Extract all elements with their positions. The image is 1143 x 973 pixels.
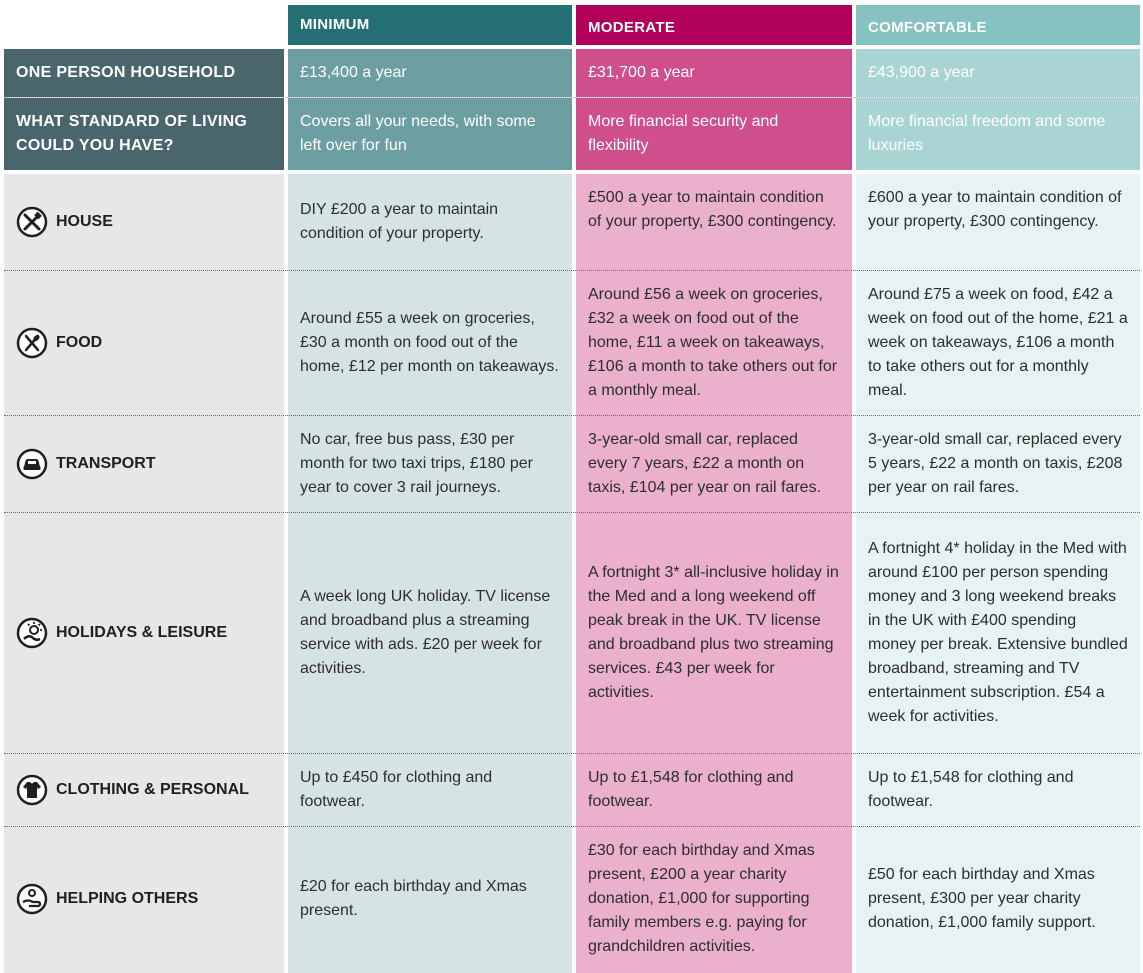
clothing-minimum-text: Up to £450 for clothing and footwear. <box>300 769 493 810</box>
holidays-minimum-text: A week long UK holiday. TV license and b… <box>300 588 551 677</box>
column-header-comfortable-label: COMFORTABLE <box>868 19 987 36</box>
row-label-clothing: CLOTHING & PERSONAL <box>4 754 284 826</box>
standard-minimum-text: Covers all your needs, with some left ov… <box>300 113 536 154</box>
transport-moderate: 3-year-old small car, replaced every 7 y… <box>576 416 852 512</box>
row-label-holidays: HOLIDAYS & LEISURE <box>4 513 284 753</box>
food-moderate-text: Around £56 a week on groceries, £32 a we… <box>588 286 838 399</box>
row-label-text: TRANSPORT <box>56 455 156 472</box>
clothing-moderate: Up to £1,548 for clothing and footwear. <box>576 754 852 826</box>
transport-comfortable: 3-year-old small car, replaced every 5 y… <box>856 416 1140 512</box>
household-comfortable: £43,900 a year <box>856 49 1140 97</box>
house-minimum-text: DIY £200 a year to maintain condition of… <box>300 201 499 242</box>
clothing-comfortable: Up to £1,548 for clothing and footwear. <box>856 754 1140 826</box>
standard-label: WHAT STANDARD OF LIVING COULD YOU HAVE? <box>4 98 284 170</box>
helping-comfortable: £50 for each birthday and Xmas present, … <box>856 827 1140 971</box>
moderate-column-body <box>576 174 852 973</box>
household-label: ONE PERSON HOUSEHOLD <box>4 49 284 97</box>
house-minimum: DIY £200 a year to maintain condition of… <box>288 174 572 270</box>
label-column-body <box>4 174 284 973</box>
transport-minimum: No car, free bus pass, £30 per month for… <box>288 416 572 512</box>
food-minimum: Around £55 a week on groceries, £30 a mo… <box>288 271 572 415</box>
row-separator <box>4 753 1140 754</box>
row-label-food: FOOD <box>4 271 284 415</box>
car-icon <box>16 448 48 480</box>
clothing-comfortable-text: Up to £1,548 for clothing and footwear. <box>868 769 1074 810</box>
holidays-moderate: A fortnight 3* all-inclusive holiday in … <box>576 513 852 753</box>
food-comfortable-text: Around £75 a week on food, £42 a week on… <box>868 286 1128 399</box>
row-label-helping: HELPING OTHERS <box>4 827 284 971</box>
column-header-minimum: MINIMUM <box>288 5 572 45</box>
shirt-icon <box>16 774 48 806</box>
row-label-text: HELPING OTHERS <box>56 890 199 907</box>
cutlery-icon <box>16 327 48 359</box>
household-comfortable-value: £43,900 a year <box>868 64 975 81</box>
household-minimum: £13,400 a year <box>288 49 572 97</box>
row-separator <box>4 415 1140 416</box>
standard-label-line2: COULD YOU HAVE? <box>16 137 174 154</box>
helping-comfortable-text: £50 for each birthday and Xmas present, … <box>868 866 1096 931</box>
row-separator <box>4 826 1140 827</box>
food-moderate: Around £56 a week on groceries, £32 a we… <box>576 271 852 415</box>
house-moderate: £500 a year to maintain condition of you… <box>576 174 852 270</box>
food-minimum-text: Around £55 a week on groceries, £30 a mo… <box>300 310 559 375</box>
standard-moderate-text: More financial security and flexibility <box>588 113 779 154</box>
row-label-text: HOLIDAYS & LEISURE <box>56 624 227 641</box>
standard-moderate: More financial security and flexibility <box>576 98 852 170</box>
row-separator <box>4 512 1140 513</box>
household-moderate-value: £31,700 a year <box>588 64 695 81</box>
standard-minimum: Covers all your needs, with some left ov… <box>288 98 572 170</box>
standard-comfortable: More financial freedom and some luxuries <box>856 98 1140 170</box>
house-moderate-text: £500 a year to maintain condition of you… <box>588 189 837 230</box>
row-label-transport: TRANSPORT <box>4 416 284 512</box>
transport-comfortable-text: 3-year-old small car, replaced every 5 y… <box>868 431 1123 496</box>
holidays-moderate-text: A fortnight 3* all-inclusive holiday in … <box>588 564 839 701</box>
row-label-text: HOUSE <box>56 213 113 230</box>
helping-minimum-text: £20 for each birthday and Xmas present. <box>300 878 527 919</box>
row-label-house: HOUSE <box>4 174 284 270</box>
clothing-moderate-text: Up to £1,548 for clothing and footwear. <box>588 769 794 810</box>
column-header-moderate: MODERATE <box>576 5 852 45</box>
helping-moderate: £30 for each birthday and Xmas present, … <box>576 827 852 971</box>
holidays-comfortable-text: A fortnight 4* holiday in the Med with a… <box>868 540 1128 725</box>
row-label-text: FOOD <box>56 334 103 351</box>
helping-minimum: £20 for each birthday and Xmas present. <box>288 827 572 971</box>
house-comfortable-text: £600 a year to maintain condition of you… <box>868 189 1122 230</box>
row-separator <box>4 97 1140 98</box>
standard-label-line1: WHAT STANDARD OF LIVING <box>16 113 248 130</box>
helping-moderate-text: £30 for each birthday and Xmas present, … <box>588 842 815 955</box>
house-comfortable: £600 a year to maintain condition of you… <box>856 174 1140 270</box>
household-moderate: £31,700 a year <box>576 49 852 97</box>
row-separator <box>4 270 1140 271</box>
column-header-moderate-label: MODERATE <box>588 19 676 36</box>
transport-minimum-text: No car, free bus pass, £30 per month for… <box>300 431 533 496</box>
food-comfortable: Around £75 a week on food, £42 a week on… <box>856 271 1140 415</box>
helping-hand-icon <box>16 883 48 915</box>
tools-icon <box>16 206 48 238</box>
household-minimum-value: £13,400 a year <box>300 64 407 81</box>
clothing-minimum: Up to £450 for clothing and footwear. <box>288 754 572 826</box>
holidays-comfortable: A fortnight 4* holiday in the Med with a… <box>856 513 1140 753</box>
transport-moderate-text: 3-year-old small car, replaced every 7 y… <box>588 431 822 496</box>
comfortable-column-body <box>856 174 1140 973</box>
column-header-minimum-label: MINIMUM <box>300 16 370 33</box>
household-label-text: ONE PERSON HOUSEHOLD <box>16 64 236 81</box>
column-header-comfortable: COMFORTABLE <box>856 5 1140 45</box>
holiday-icon <box>16 617 48 649</box>
standard-comfortable-text: More financial freedom and some luxuries <box>868 113 1106 154</box>
minimum-column-body <box>288 174 572 973</box>
holidays-minimum: A week long UK holiday. TV license and b… <box>288 513 572 753</box>
row-label-text: CLOTHING & PERSONAL <box>56 781 249 798</box>
